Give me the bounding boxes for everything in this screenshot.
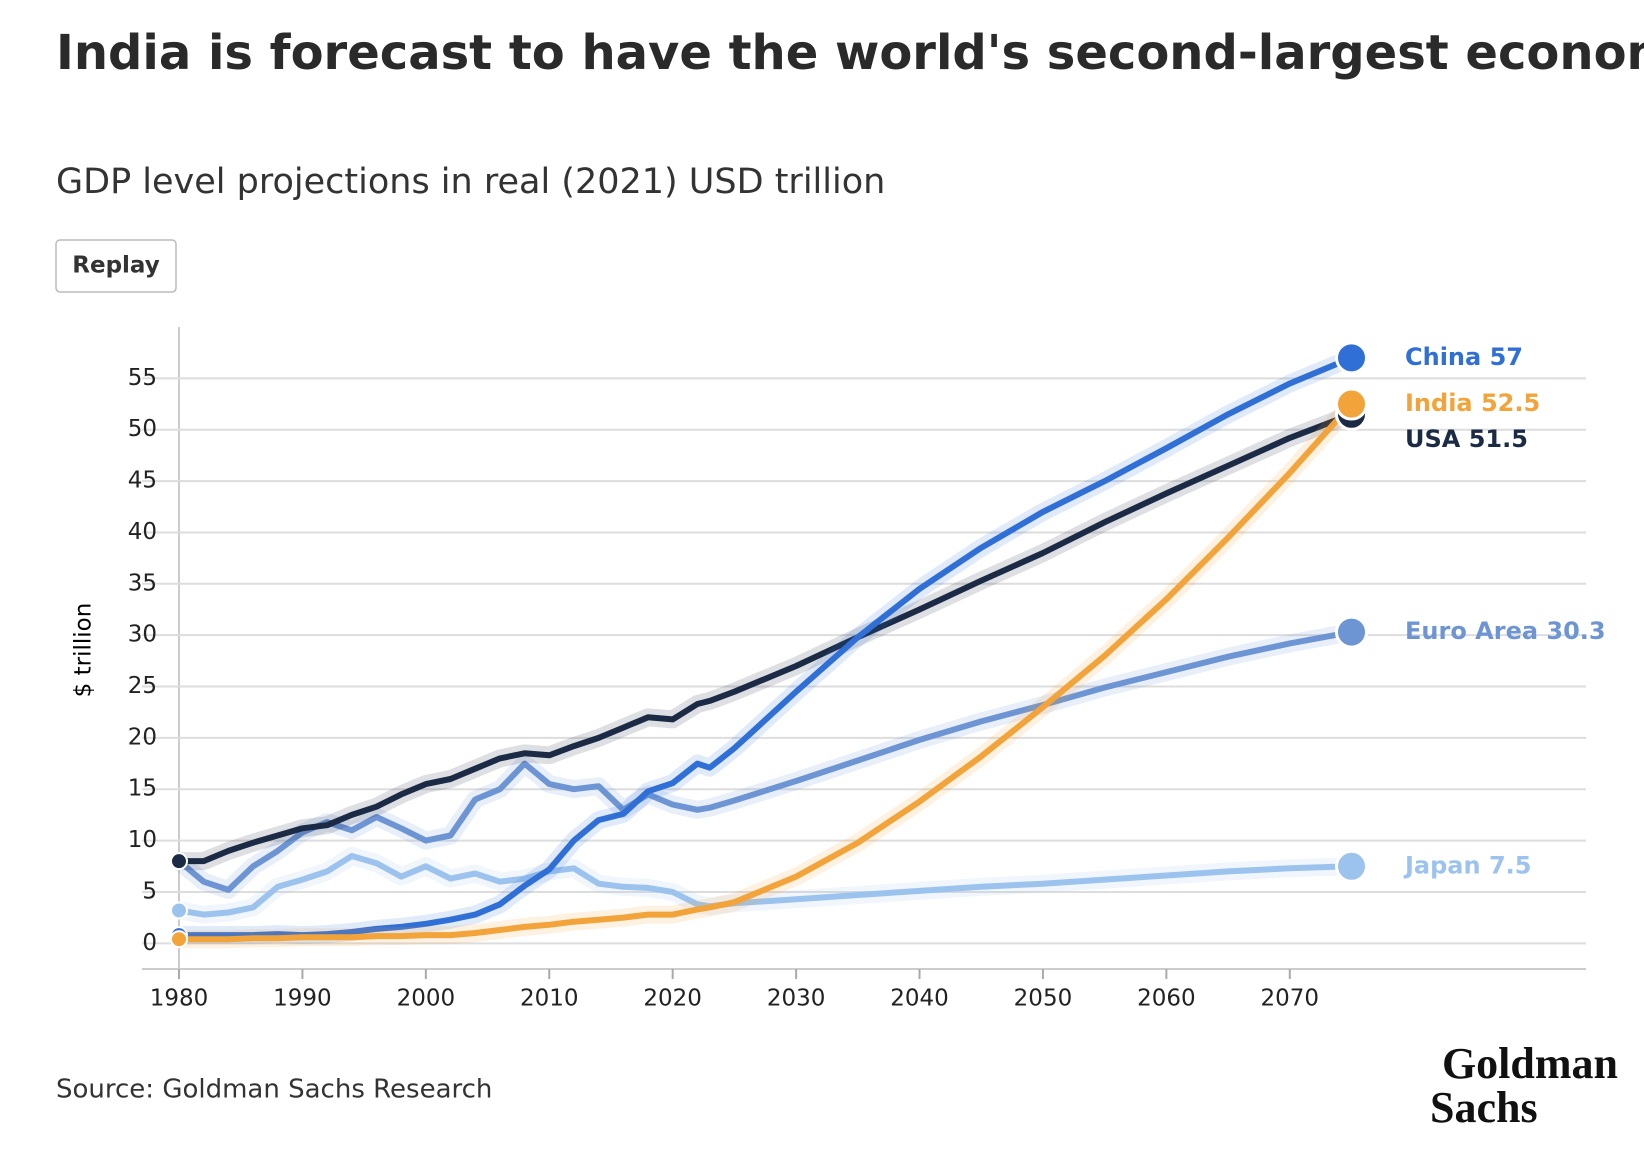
y-tick-label: 50: [128, 416, 157, 442]
y-tick-label: 20: [128, 724, 157, 750]
y-tick-label: 30: [128, 622, 157, 648]
x-tick-label: 2070: [1261, 986, 1320, 1012]
end-dot: [1335, 341, 1368, 375]
chart-title: India is forecast to have the world's se…: [56, 25, 1644, 81]
start-dot: [170, 930, 188, 949]
y-tick-label: 5: [142, 878, 157, 904]
end-dot: [1335, 849, 1368, 883]
end-dot: [1335, 387, 1368, 421]
start-dot: [170, 852, 188, 871]
x-tick-label: 2010: [520, 986, 579, 1012]
y-tick-label: 0: [142, 930, 157, 956]
y-axis-label: $ trillion: [71, 603, 97, 698]
button-frame[interactable]: [55, 239, 177, 293]
series-label: Euro Area 30.3: [1405, 617, 1606, 645]
y-tick-label: 15: [128, 776, 157, 802]
series-label: India 52.5: [1405, 389, 1540, 417]
line: [176, 401, 1355, 943]
x-tick-label: 1990: [273, 986, 332, 1012]
x-tick-label: 2030: [767, 986, 826, 1012]
x-tick-label: 2050: [1014, 986, 1073, 1012]
logo: Goldman: [1442, 1039, 1618, 1088]
series-label: China 57: [1405, 343, 1523, 371]
x-tick-label: 2020: [643, 986, 702, 1012]
y-tick-label: 25: [128, 673, 157, 699]
logo: Sachs: [1430, 1083, 1538, 1132]
source: Source: Goldman Sachs Research: [56, 1075, 492, 1105]
series-label: Japan 7.5: [1403, 851, 1531, 879]
chart-subtitle: GDP level projections in real (2021) USD…: [56, 162, 885, 202]
x-tick-label: 2040: [890, 986, 949, 1012]
replay-button[interactable]: Replay: [55, 239, 177, 293]
line: [176, 853, 1355, 918]
y-tick-label: 45: [128, 468, 157, 494]
button-label[interactable]: Replay: [72, 253, 159, 279]
y-tick-label: 35: [128, 570, 157, 596]
y-tick-label: 55: [128, 365, 157, 391]
line: [176, 411, 1355, 865]
x-tick-label: 2060: [1137, 986, 1196, 1012]
y-tick-label: 10: [128, 827, 157, 853]
y-tick-label: 40: [128, 519, 157, 545]
series-label: USA 51.5: [1405, 425, 1528, 453]
x-tick-label: 1980: [150, 986, 209, 1012]
x-tick-label: 2000: [397, 986, 456, 1012]
start-dot: [170, 901, 188, 920]
end-dot: [1335, 615, 1368, 649]
